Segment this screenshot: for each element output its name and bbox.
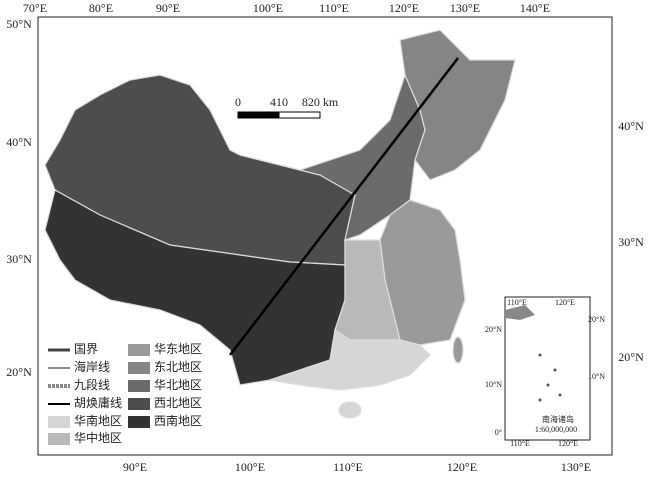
inset-tick-left: 0° bbox=[495, 428, 502, 437]
tick-label-right: 30°N bbox=[618, 235, 644, 249]
inset bbox=[504, 296, 591, 441]
tick-label-right: 40°N bbox=[618, 119, 644, 133]
inset-tick-top: 110°E bbox=[507, 298, 527, 307]
tick-label-top: 110°E bbox=[319, 1, 349, 15]
legend-label: 九段线 bbox=[74, 377, 110, 392]
legend-label: 海岸线 bbox=[74, 359, 110, 374]
tick-label-left: 40°N bbox=[6, 135, 32, 149]
inset-tick-bottom: 110°E bbox=[510, 439, 530, 448]
taiwan bbox=[452, 336, 464, 364]
tick-label-top: 70°E bbox=[23, 1, 47, 15]
inset-tick-left: 20°N bbox=[485, 325, 502, 334]
tick-label-top: 80°E bbox=[89, 1, 113, 15]
legend-label: 华南地区 bbox=[74, 413, 122, 428]
region-south bbox=[269, 328, 431, 391]
tick-label-bottom: 120°E bbox=[447, 460, 477, 474]
hainan bbox=[338, 401, 362, 419]
inset-title: 南海诸岛 bbox=[542, 414, 574, 424]
tick-label-top: 140°E bbox=[520, 1, 550, 15]
inset-tick-left: 10°N bbox=[485, 380, 502, 389]
tick-label-left: 30°N bbox=[6, 252, 32, 266]
scale-label: 0 bbox=[235, 95, 241, 109]
inset-tick-top: 120°E bbox=[555, 298, 575, 307]
inset-tick-right: 10°N bbox=[588, 372, 605, 381]
tick-label-bottom: 100°E bbox=[235, 460, 265, 474]
tick-label-top: 100°E bbox=[253, 1, 283, 15]
tick-label-left: 50°N bbox=[6, 17, 32, 31]
legend-symbols bbox=[48, 344, 150, 445]
scale-bar bbox=[237, 111, 321, 119]
inset-tick-right: 20°N bbox=[588, 315, 605, 324]
tick-label-bottom: 130°E bbox=[561, 460, 591, 474]
legend-label: 西南地区 bbox=[154, 413, 202, 428]
tick-label-top: 130°E bbox=[450, 1, 480, 15]
legend-label: 胡焕庸线 bbox=[74, 395, 122, 410]
scale-label: 410 bbox=[270, 95, 288, 109]
inset-scale: 1:60,000,000 bbox=[535, 425, 577, 434]
tick-label-right: 20°N bbox=[618, 350, 644, 364]
scale-label: 820 km bbox=[302, 95, 339, 109]
tick-label-top: 120°E bbox=[389, 1, 419, 15]
hu-line bbox=[229, 57, 459, 356]
tick-label-bottom: 90°E bbox=[123, 460, 147, 474]
legend-label: 国界 bbox=[74, 342, 98, 356]
tick-label-bottom: 110°E bbox=[333, 460, 363, 474]
legend-label: 西北地区 bbox=[154, 396, 202, 410]
tick-label-left: 20°N bbox=[6, 365, 32, 379]
legend-label: 东北地区 bbox=[154, 360, 202, 374]
region-northeast bbox=[399, 29, 516, 181]
legend-label: 华北地区 bbox=[154, 378, 202, 392]
legend-label: 华东地区 bbox=[154, 342, 202, 356]
tick-label-top: 90°E bbox=[156, 1, 180, 15]
inset-tick-bottom: 120°E bbox=[558, 439, 578, 448]
regions bbox=[44, 29, 516, 419]
legend-label: 华中地区 bbox=[74, 430, 122, 445]
